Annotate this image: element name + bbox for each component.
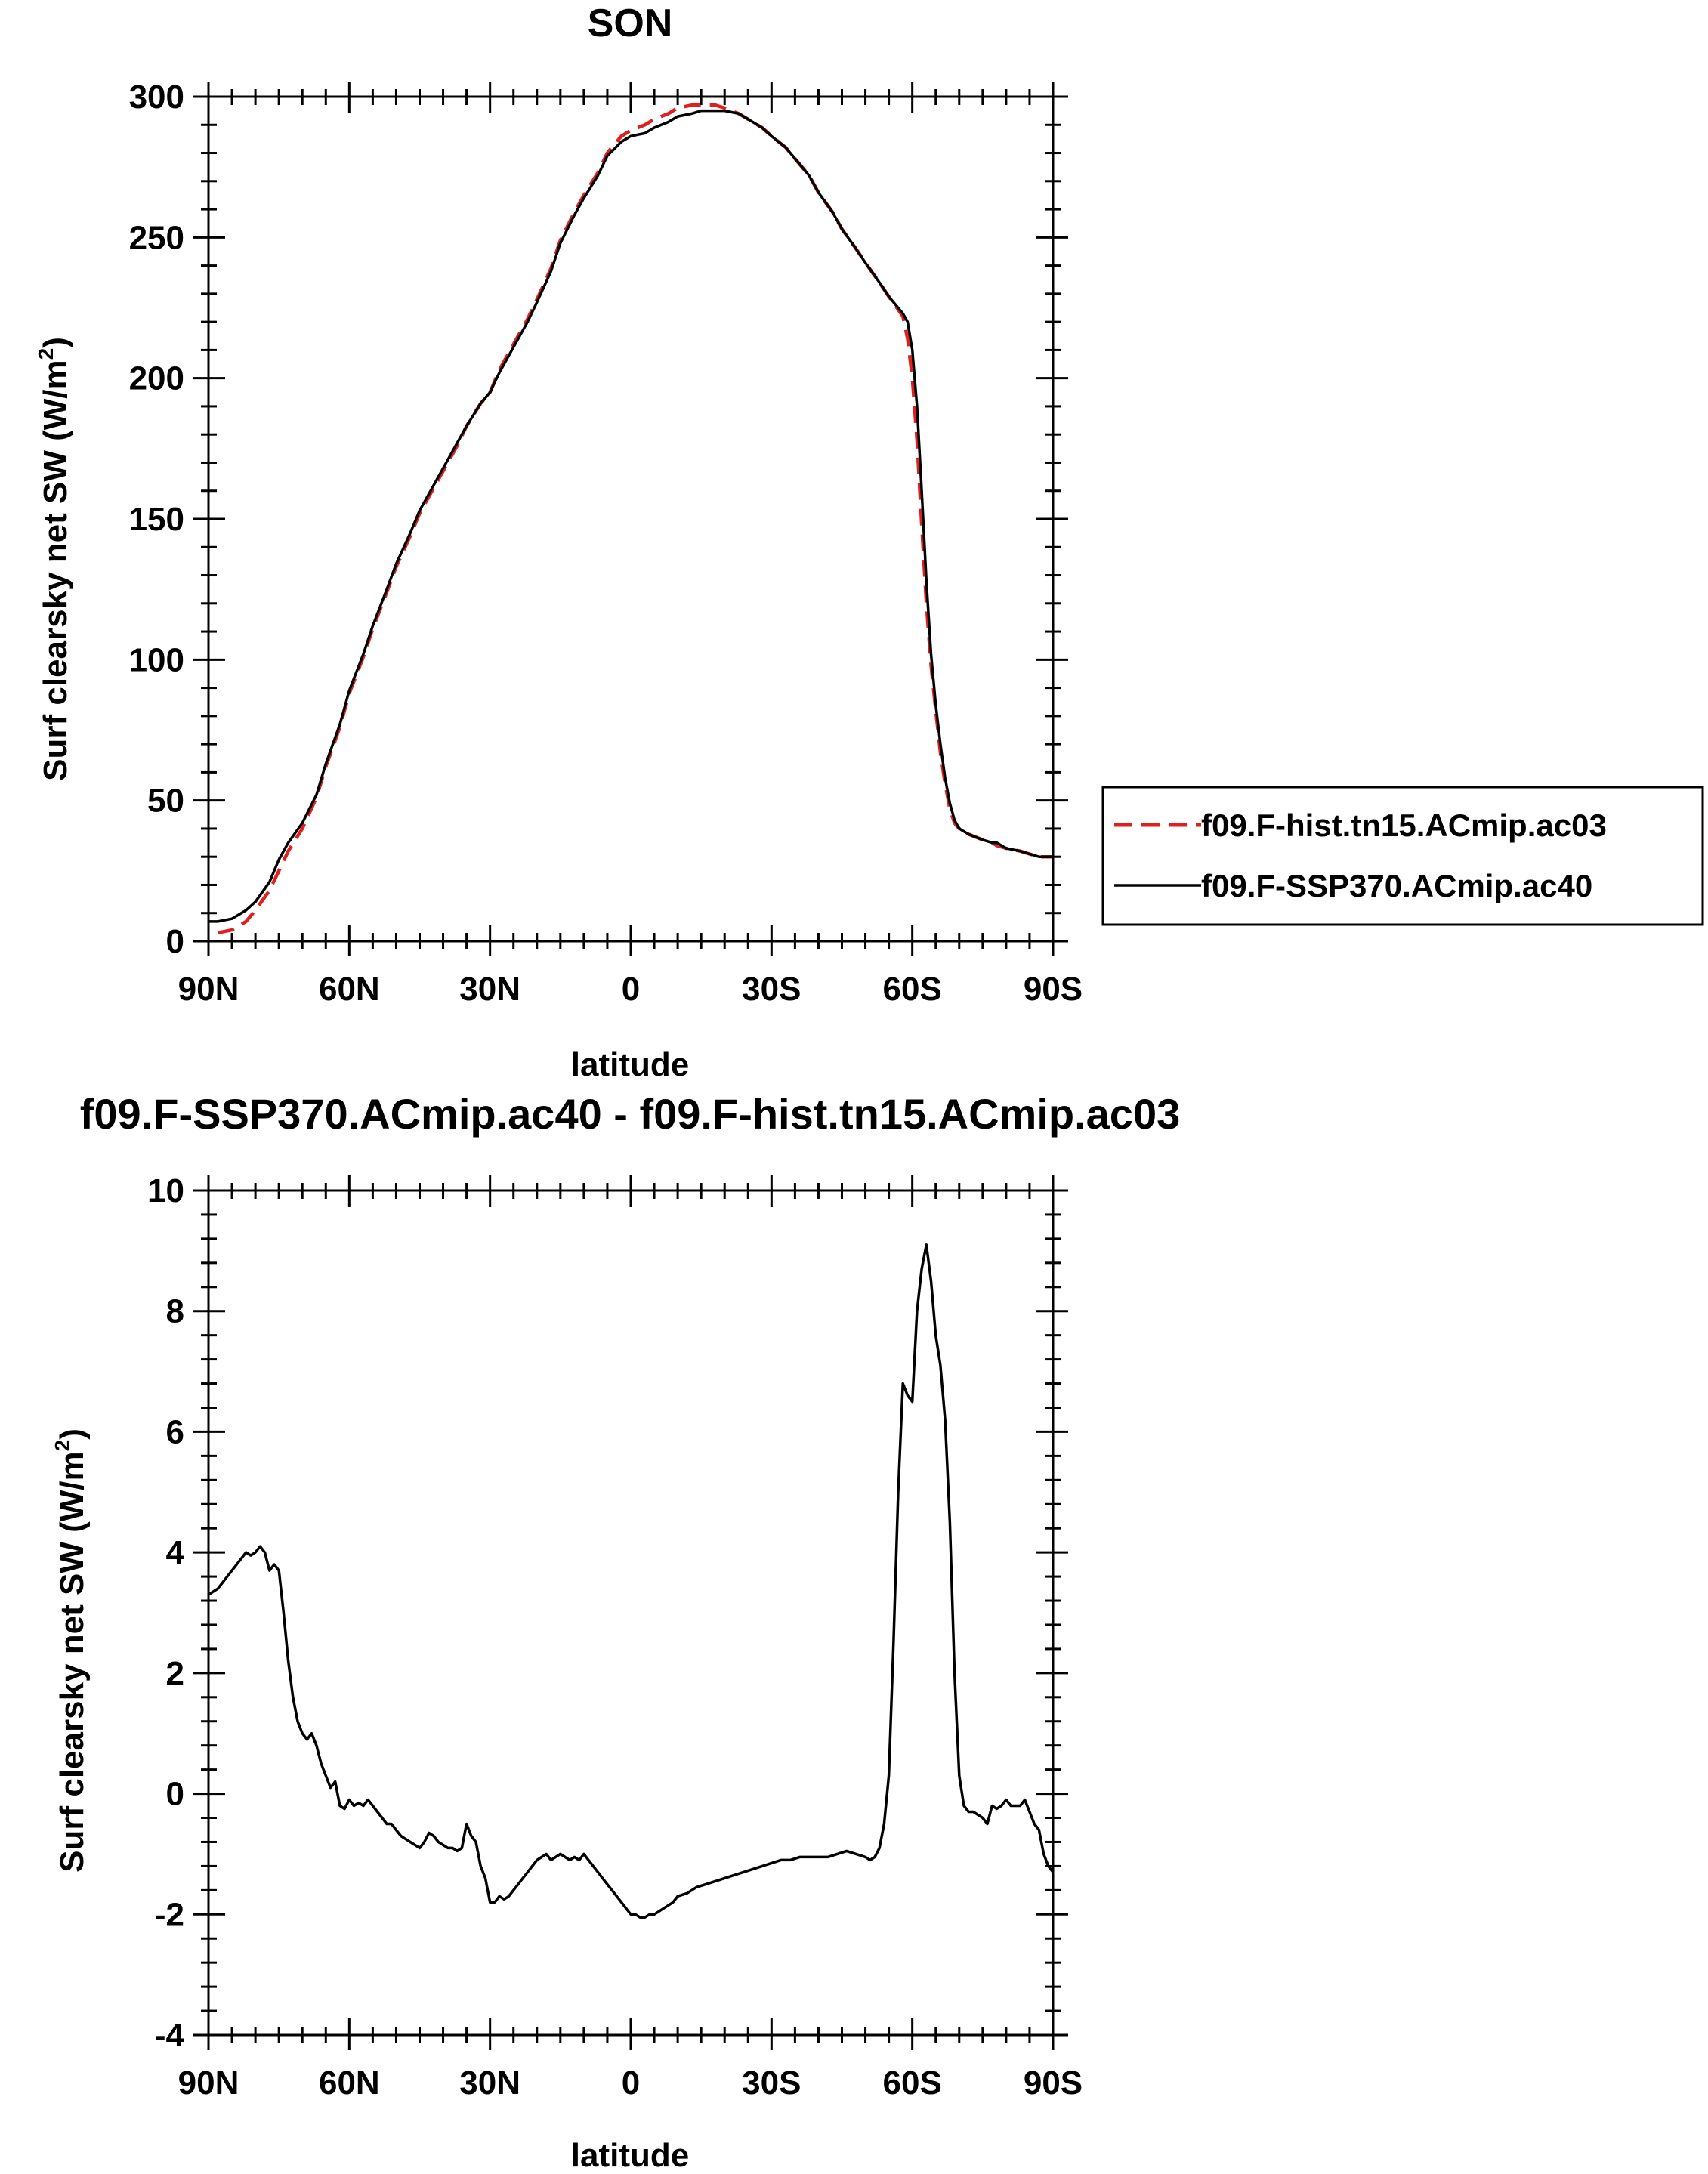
bottom-y-label-close: )	[54, 1428, 91, 1440]
top-y-label-main: Surf clearsky net SW (W/m	[37, 360, 74, 780]
bottom-y-axis-label: Surf clearsky net SW (W/m2)	[51, 1428, 91, 1873]
top-series-line-1	[208, 109, 1053, 923]
bottom-x-tick-label: 30N	[459, 2064, 520, 2101]
bottom-x-tick-label: 60N	[319, 2064, 380, 2101]
bottom-y-tick-label: 6	[166, 1413, 184, 1450]
top-series-lines	[208, 103, 1053, 935]
legend-box	[1101, 786, 1704, 926]
bottom-x-tick-label: 30S	[742, 2064, 801, 2101]
bottom-axes: -4 -2 0 2 4 6 8 10 90N 60N 30N 0 30S 60S 90S	[147, 1172, 1083, 2101]
bottom-y-tick-label: 10	[147, 1172, 184, 1209]
top-y-label-sup: 2	[34, 348, 57, 360]
top-series-line-0	[217, 103, 1053, 935]
legend-label-hist: f09.F-hist.tn15.ACmip.ac03	[1201, 808, 1607, 843]
top-chart-title: SON	[588, 2, 673, 45]
bottom-x-axis-label: latitude	[571, 2137, 689, 2174]
bottom-y-tick-label: 0	[166, 1776, 184, 1813]
bottom-x-tick-label: 90N	[178, 2064, 239, 2101]
legend-label-ssp370: f09.F-SSP370.ACmip.ac40	[1201, 868, 1592, 903]
bottom-chart-title: f09.F-SSP370.ACmip.ac40 - f09.F-hist.tn1…	[80, 1090, 1181, 1138]
top-axes: 0 50 100 150 200 250 300 90N 60N 30N 0 30S 60S 90S	[129, 79, 1083, 1008]
top-y-tick-label: 300	[129, 79, 184, 116]
bottom-y-tick-label: 2	[166, 1655, 184, 1692]
bottom-x-tick-label: 60S	[883, 2064, 942, 2101]
legend: f09.F-hist.tn15.ACmip.ac03 f09.F-SSP370.…	[1101, 786, 1704, 926]
top-x-tick-label: 60N	[319, 971, 380, 1008]
top-y-tick-label: 100	[129, 641, 184, 678]
top-plot-frame	[207, 95, 1055, 943]
top-x-tick-label: 0	[622, 971, 640, 1008]
top-x-tick-label: 60S	[883, 971, 942, 1008]
top-y-tick-label: 50	[147, 783, 184, 820]
top-x-axis-label: latitude	[571, 1046, 689, 1083]
bottom-y-tick-label: 8	[166, 1293, 184, 1330]
top-y-tick-label: 250	[129, 219, 184, 256]
top-y-tick-label: 150	[129, 501, 184, 538]
top-y-axis-label: Surf clearsky net SW (W/m2)	[34, 337, 74, 781]
bottom-series-lines	[208, 1243, 1055, 1919]
top-y-tick-label: 0	[166, 923, 184, 960]
bottom-plot-frame	[207, 1189, 1055, 2037]
bottom-series-line-0	[208, 1243, 1055, 1919]
top-y-label-close: )	[37, 337, 74, 348]
top-y-tick-label: 200	[129, 360, 184, 397]
bottom-x-tick-label: 0	[622, 2064, 640, 2101]
top-x-tick-label: 90N	[178, 971, 239, 1008]
bottom-y-tick-label: 4	[166, 1534, 185, 1571]
top-x-tick-label: 30S	[742, 971, 801, 1008]
bottom-y-tick-label: -4	[155, 2017, 185, 2054]
top-x-tick-label: 90S	[1024, 971, 1083, 1008]
bottom-y-tick-label: -2	[155, 1896, 184, 1933]
bottom-x-tick-label: 90S	[1024, 2064, 1083, 2101]
bottom-y-label-main: Surf clearsky net SW (W/m	[54, 1451, 91, 1872]
top-x-tick-label: 30N	[459, 971, 520, 1008]
bottom-y-label-sup: 2	[51, 1440, 74, 1452]
